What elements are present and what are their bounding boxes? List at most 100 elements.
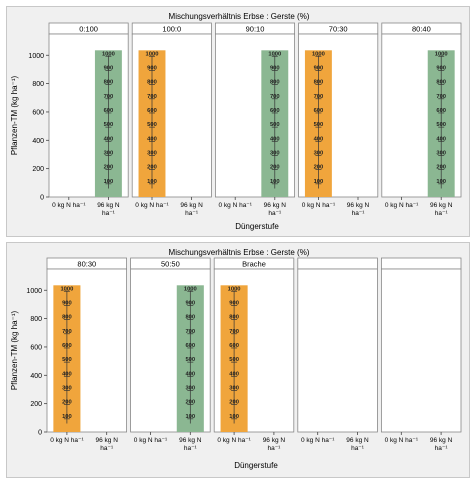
bar-data-label: 200 bbox=[147, 165, 157, 171]
bar-data-label: 300 bbox=[270, 150, 280, 156]
bar-data-label: 500 bbox=[270, 122, 280, 128]
facet-label: 0:100 bbox=[79, 25, 98, 34]
bar-data-label: 300 bbox=[147, 150, 157, 156]
y-tick-label: 400 bbox=[30, 373, 42, 380]
x-tick-label: 0 kg N ha⁻¹ bbox=[50, 437, 84, 444]
x-tick-label: 96 kg N bbox=[179, 437, 202, 444]
x-tick-label: 0 kg N ha⁻¹ bbox=[52, 202, 86, 209]
bar-data-label: 100 bbox=[185, 414, 195, 420]
bar-data-label: 100 bbox=[147, 179, 157, 185]
bar-data-label: 700 bbox=[62, 329, 72, 335]
y-tick-label: 400 bbox=[32, 138, 44, 145]
x-axis-label: Düngerstufe bbox=[235, 222, 279, 231]
chart-title: Mischungsverhältnis Erbse : Gerste (%) bbox=[169, 248, 310, 257]
bar-data-label: 400 bbox=[185, 371, 195, 377]
y-tick-label: 800 bbox=[32, 81, 44, 88]
x-tick-label: 96 kg N bbox=[97, 202, 120, 209]
facet-strip bbox=[297, 257, 378, 270]
x-tick-label: 0 kg N ha⁻¹ bbox=[135, 202, 169, 209]
bar-data-label: 200 bbox=[62, 400, 72, 406]
bar-data-label: 1000 bbox=[146, 51, 159, 57]
bar-data-label: 300 bbox=[314, 150, 324, 156]
x-tick-label: 96 kg N bbox=[346, 437, 369, 444]
x-tick-label: 0 kg N ha⁻¹ bbox=[385, 202, 419, 209]
bar-data-label: 500 bbox=[229, 357, 239, 363]
bar-data-label: 400 bbox=[270, 136, 280, 142]
bar-data-label: 800 bbox=[185, 315, 195, 321]
bar-data-label: 1000 bbox=[312, 51, 325, 57]
facet-label: 70:30 bbox=[329, 25, 348, 34]
facet-label: 90:10 bbox=[246, 25, 265, 34]
x-tick-label: ha⁻¹ bbox=[102, 210, 116, 217]
facet-label: Brache bbox=[242, 260, 266, 269]
bar-data-label: 500 bbox=[314, 122, 324, 128]
y-tick-label: 200 bbox=[32, 166, 44, 173]
bar-data-label: 700 bbox=[314, 94, 324, 100]
bar-data-label: 600 bbox=[314, 108, 324, 114]
bar-data-label: 100 bbox=[436, 179, 446, 185]
y-axis-label: Pflanzen-TM (kg ha⁻¹) bbox=[10, 310, 19, 390]
bar-data-label: 700 bbox=[436, 94, 446, 100]
chart-title: Mischungsverhältnis Erbse : Gerste (%) bbox=[169, 12, 310, 21]
bar-data-label: 700 bbox=[270, 94, 280, 100]
bar-data-label: 900 bbox=[229, 300, 239, 306]
bar-data-label: 300 bbox=[185, 385, 195, 391]
x-tick-label: 96 kg N bbox=[263, 437, 286, 444]
bar-data-label: 900 bbox=[314, 65, 324, 71]
y-tick-label: 800 bbox=[30, 316, 42, 323]
x-tick-label: ha⁻¹ bbox=[435, 210, 449, 217]
x-tick-label: ha⁻¹ bbox=[435, 445, 449, 452]
bar-data-label: 300 bbox=[436, 150, 446, 156]
x-tick-label: 96 kg N bbox=[430, 202, 453, 209]
bar-data-label: 1000 bbox=[268, 51, 281, 57]
x-tick-label: 96 kg N bbox=[347, 202, 370, 209]
bar-data-label: 500 bbox=[104, 122, 114, 128]
bar-data-label: 900 bbox=[185, 300, 195, 306]
x-tick-label: 96 kg N bbox=[430, 437, 453, 444]
bar-data-label: 1000 bbox=[435, 51, 448, 57]
bar-data-label: 100 bbox=[104, 179, 114, 185]
bar-data-label: 400 bbox=[62, 371, 72, 377]
chart-1: Mischungsverhältnis Erbse : Gerste (%) 0:… bbox=[10, 12, 462, 231]
bar-data-label: 600 bbox=[436, 108, 446, 114]
bar-data-label: 900 bbox=[436, 65, 446, 71]
facet-plot-area bbox=[297, 268, 378, 433]
bar-data-label: 900 bbox=[104, 65, 114, 71]
bar-data-label: 600 bbox=[104, 108, 114, 114]
bar-data-label: 600 bbox=[229, 343, 239, 349]
x-tick-label: ha⁻¹ bbox=[268, 210, 282, 217]
x-tick-label: ha⁻¹ bbox=[351, 445, 365, 452]
bar-data-label: 500 bbox=[62, 357, 72, 363]
x-tick-label: 0 kg N ha⁻¹ bbox=[301, 437, 335, 444]
y-tick-label: 1000 bbox=[28, 53, 44, 60]
bar-data-label: 300 bbox=[62, 385, 72, 391]
bar-data-label: 800 bbox=[314, 80, 324, 86]
facet-plot-area bbox=[380, 268, 462, 433]
y-axis-label: Pflanzen-TM (kg ha⁻¹) bbox=[10, 75, 19, 155]
chart-panel-1: Mischungsverhältnis Erbse : Gerste (%) 0:… bbox=[6, 6, 470, 237]
bar-data-label: 700 bbox=[104, 94, 114, 100]
bar-data-label: 600 bbox=[185, 343, 195, 349]
bar-data-label: 400 bbox=[147, 136, 157, 142]
bar-data-label: 1000 bbox=[228, 286, 241, 292]
x-tick-label: ha⁻¹ bbox=[267, 445, 281, 452]
bar-data-label: 100 bbox=[62, 414, 72, 420]
bar-data-label: 800 bbox=[436, 80, 446, 86]
bar-data-label: 300 bbox=[229, 385, 239, 391]
chart-panel-2: Mischungsverhältnis Erbse : Gerste (%) 80… bbox=[6, 242, 470, 478]
facet-strip bbox=[380, 257, 462, 270]
bar-data-label: 200 bbox=[436, 165, 446, 171]
x-tick-label: 96 kg N bbox=[95, 437, 118, 444]
x-tick-label: ha⁻¹ bbox=[185, 210, 199, 217]
bar-data-label: 800 bbox=[270, 80, 280, 86]
bar-data-label: 200 bbox=[314, 165, 324, 171]
bar-data-label: 200 bbox=[270, 165, 280, 171]
bar-data-label: 1000 bbox=[184, 286, 197, 292]
bar-data-label: 900 bbox=[62, 300, 72, 306]
bar-data-label: 200 bbox=[185, 400, 195, 406]
chart-2: Mischungsverhältnis Erbse : Gerste (%) 80… bbox=[10, 248, 462, 470]
facet-label: 80:30 bbox=[77, 260, 96, 269]
bar-data-label: 700 bbox=[229, 329, 239, 335]
bar-data-label: 500 bbox=[147, 122, 157, 128]
bar-data-label: 600 bbox=[270, 108, 280, 114]
